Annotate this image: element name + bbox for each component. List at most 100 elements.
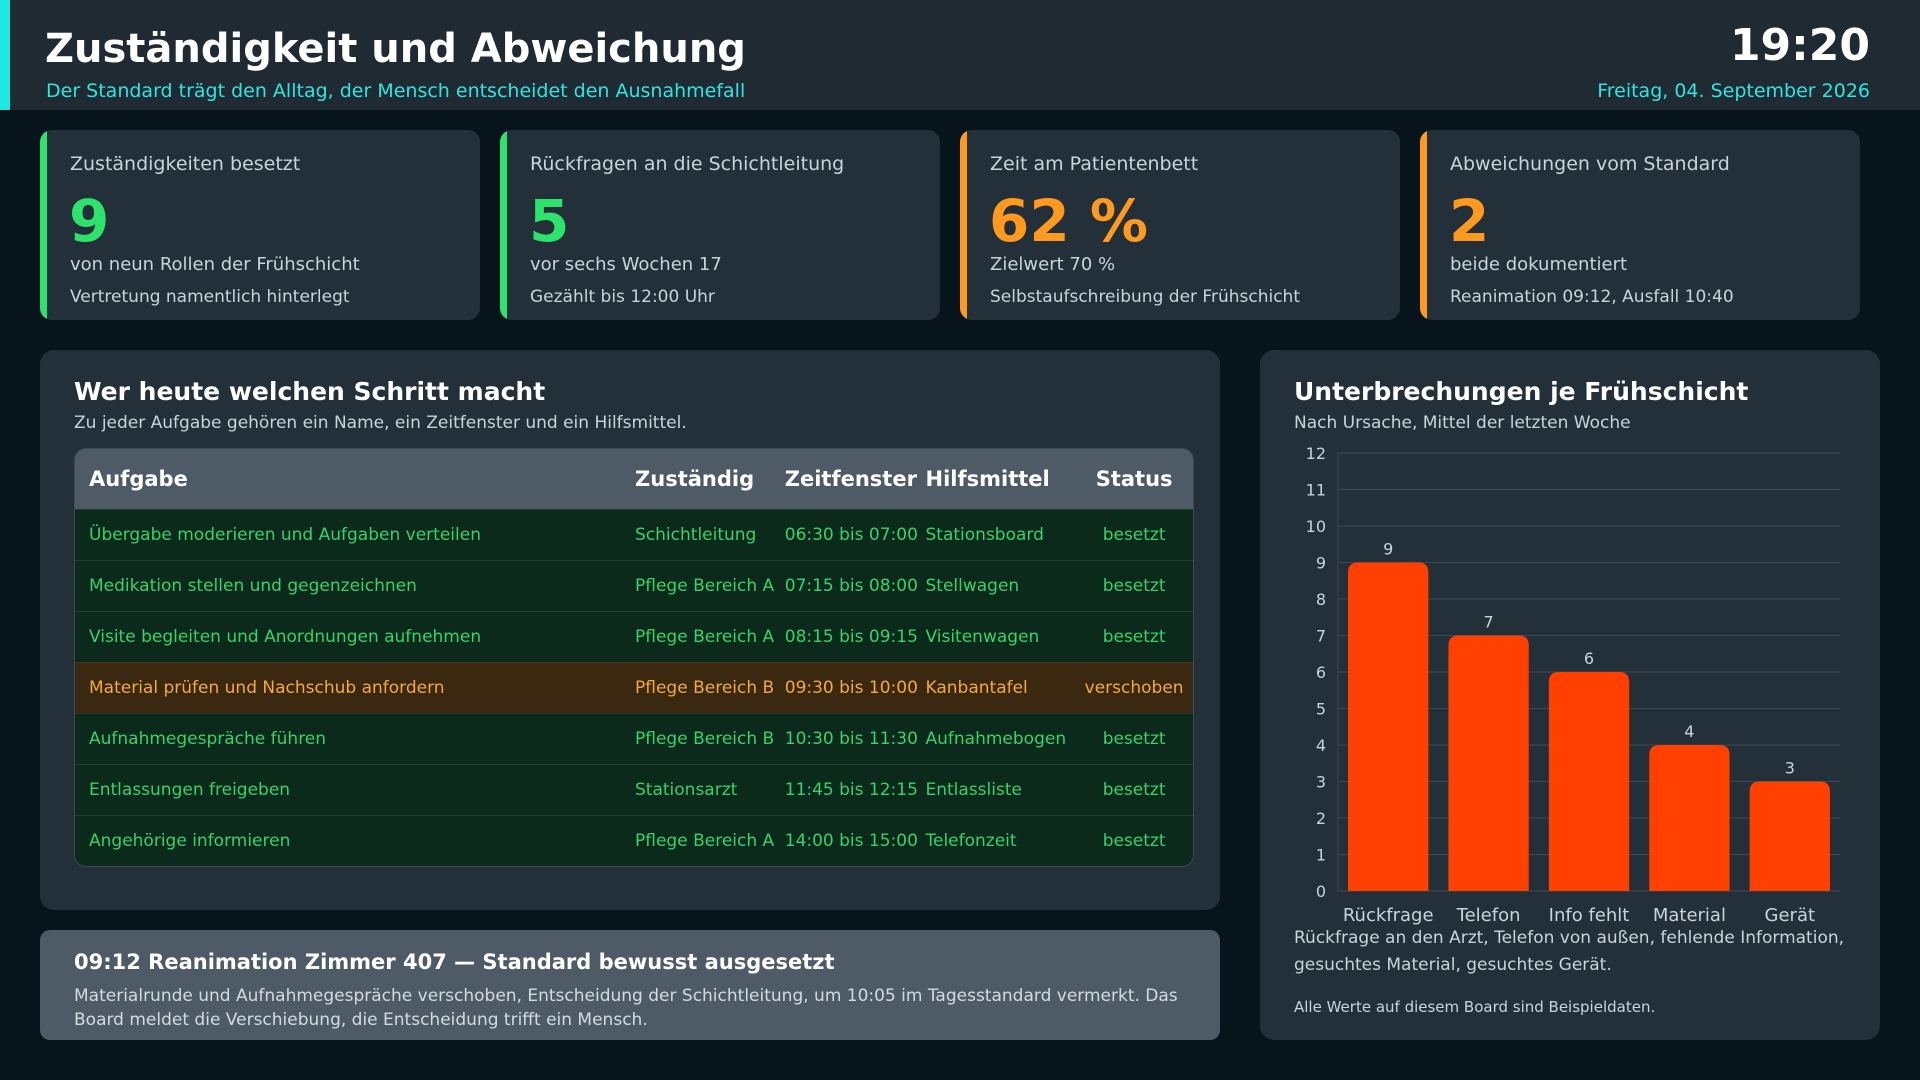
kpi-value: 62 %	[989, 187, 1149, 255]
bar	[1749, 781, 1830, 891]
schedule-subtitle: Zu jeder Aufgabe gehören ein Name, ein Z…	[74, 413, 687, 433]
data-label: 6	[1584, 649, 1594, 668]
table-row: Aufnahmegespräche führen Pflege Bereich …	[75, 713, 1193, 764]
cell-tool: Kanbantafel	[925, 678, 1028, 698]
header-accent-bar	[0, 0, 10, 110]
chart-note: Alle Werte auf diesem Board sind Beispie…	[1294, 998, 1656, 1016]
date-label: Freitag, 04. September 2026	[1597, 80, 1870, 102]
x-tick-label: Material	[1653, 905, 1726, 926]
table-row: Visite begleiten und Anordnungen aufnehm…	[75, 611, 1193, 662]
cell-owner: Stationsarzt	[635, 780, 738, 800]
cell-task: Entlassungen freigeben	[89, 780, 291, 800]
cell-tool: Visitenwagen	[925, 627, 1040, 647]
bar	[1448, 635, 1529, 891]
cell-window: 11:45 bis 12:15	[784, 780, 918, 800]
cell-task: Material prüfen und Nachschub anfordern	[89, 678, 445, 698]
status-badge: besetzt	[1102, 525, 1166, 545]
cell-window: 10:30 bis 11:30	[784, 729, 918, 749]
status-badge: besetzt	[1102, 729, 1166, 749]
kpi-note: Selbstaufschreibung der Frühschicht	[990, 287, 1300, 307]
cell-owner: Pflege Bereich B	[635, 678, 775, 698]
column-header-zustaendig: Zuständig	[635, 467, 755, 491]
cell-owner: Pflege Bereich A	[635, 831, 775, 851]
cell-tool: Stellwagen	[925, 576, 1020, 596]
kpi-card-abweichungen: Abweichungen vom Standard 2 beide dokume…	[1420, 130, 1860, 320]
column-header-zeitfenster: Zeitfenster	[784, 467, 917, 491]
deviation-notice: 09:12 Reanimation Zimmer 407 — Standard …	[40, 930, 1220, 1040]
y-tick-label: 11	[1306, 481, 1326, 500]
y-tick-label: 3	[1316, 773, 1326, 792]
schedule-panel: Wer heute welchen Schritt macht Zu jeder…	[40, 350, 1220, 910]
y-tick-label: 12	[1306, 444, 1326, 463]
cell-task: Visite begleiten und Anordnungen aufnehm…	[89, 627, 482, 647]
cell-owner: Pflege Bereich B	[635, 729, 775, 749]
cell-tool: Entlassliste	[925, 780, 1022, 800]
page-title: Zuständigkeit und Abweichung	[45, 26, 746, 72]
status-badge: besetzt	[1102, 627, 1166, 647]
column-header-status: Status	[1095, 467, 1173, 491]
chart-panel: Unterbrechungen je Frühschicht Nach Ursa…	[1260, 350, 1880, 1040]
cell-window: 07:15 bis 08:00	[784, 576, 918, 596]
kpi-value: 2	[1449, 187, 1490, 255]
y-tick-label: 4	[1316, 736, 1326, 755]
cell-window: 09:30 bis 10:00	[784, 678, 918, 698]
kpi-detail: vor sechs Wochen 17	[530, 254, 722, 275]
data-label: 9	[1383, 540, 1393, 559]
kpi-card-zustaendigkeiten: Zuständigkeiten besetzt 9 von neun Rolle…	[40, 130, 480, 320]
kpi-edge	[1420, 130, 1427, 320]
cell-tool: Stationsboard	[925, 525, 1044, 545]
y-tick-label: 10	[1306, 517, 1326, 536]
clock: 19:20	[1729, 20, 1870, 71]
chart-caption: Rückfrage an den Arzt, Telefon von außen…	[1294, 928, 1845, 975]
status-badge: verschoben	[1084, 678, 1184, 698]
column-header-aufgabe: Aufgabe	[89, 467, 188, 491]
kpi-value: 5	[529, 187, 570, 255]
kpi-edge	[500, 130, 507, 320]
chart-title: Unterbrechungen je Frühschicht	[1294, 377, 1749, 406]
data-label: 3	[1785, 759, 1795, 778]
table-row: Entlassungen freigeben Stationsarzt 11:4…	[75, 764, 1193, 815]
kpi-card-rueckfragen: Rückfragen an die Schichtleitung 5 vor s…	[500, 130, 940, 320]
y-tick-label: 2	[1316, 809, 1326, 828]
x-tick-label: Gerät	[1765, 905, 1816, 926]
notice-body: Materialrunde und Aufnahmegespräche vers…	[74, 986, 1178, 1030]
cell-window: 08:15 bis 09:15	[784, 627, 918, 647]
kpi-label: Rückfragen an die Schichtleitung	[530, 153, 845, 175]
cell-task: Übergabe moderieren und Aufgaben verteil…	[89, 525, 481, 545]
chart-subtitle: Nach Ursache, Mittel der letzten Woche	[1294, 413, 1631, 433]
kpi-note: Gezählt bis 12:00 Uhr	[530, 287, 715, 307]
data-label: 7	[1484, 613, 1494, 632]
y-tick-label: 9	[1316, 554, 1326, 573]
y-tick-label: 6	[1316, 663, 1326, 682]
schedule-title: Wer heute welchen Schritt macht	[74, 377, 546, 406]
kpi-detail: von neun Rollen der Frühschicht	[70, 254, 360, 275]
y-tick-label: 5	[1316, 700, 1326, 719]
cell-window: 06:30 bis 07:00	[784, 525, 918, 545]
schedule-table: Aufgabe Zuständig Zeitfenster Hilfsmitte…	[74, 448, 1194, 867]
kpi-note: Reanimation 09:12, Ausfall 10:40	[1450, 287, 1734, 307]
cell-tool: Aufnahmebogen	[925, 729, 1067, 749]
kpi-label: Abweichungen vom Standard	[1450, 153, 1730, 175]
cell-task: Angehörige informieren	[89, 831, 291, 851]
x-tick-label: Info fehlt	[1549, 905, 1630, 926]
status-badge: besetzt	[1102, 831, 1166, 851]
cell-owner: Pflege Bereich A	[635, 627, 775, 647]
kpi-label: Zeit am Patientenbett	[990, 153, 1199, 175]
kpi-detail: Zielwert 70 %	[990, 254, 1116, 275]
y-tick-label: 1	[1316, 846, 1326, 865]
status-badge: besetzt	[1102, 576, 1166, 596]
table-header: Aufgabe Zuständig Zeitfenster Hilfsmitte…	[75, 449, 1193, 509]
status-badge: besetzt	[1102, 780, 1166, 800]
x-tick-label: Telefon	[1456, 905, 1521, 926]
bar	[1348, 562, 1429, 891]
notice-title: 09:12 Reanimation Zimmer 407 — Standard …	[74, 950, 835, 974]
cell-task: Medikation stellen und gegenzeichnen	[89, 576, 417, 596]
kpi-note: Vertretung namentlich hinterlegt	[70, 287, 350, 307]
kpi-edge	[960, 130, 967, 320]
cell-window: 14:00 bis 15:00	[784, 831, 918, 851]
x-tick-label: Rückfrage	[1343, 905, 1434, 926]
cell-owner: Pflege Bereich A	[635, 576, 775, 596]
cell-task: Aufnahmegespräche führen	[89, 729, 327, 749]
bar	[1649, 745, 1730, 891]
bar-chart: 01234567891011129Rückfrage7Telefon6Info …	[1306, 444, 1840, 926]
